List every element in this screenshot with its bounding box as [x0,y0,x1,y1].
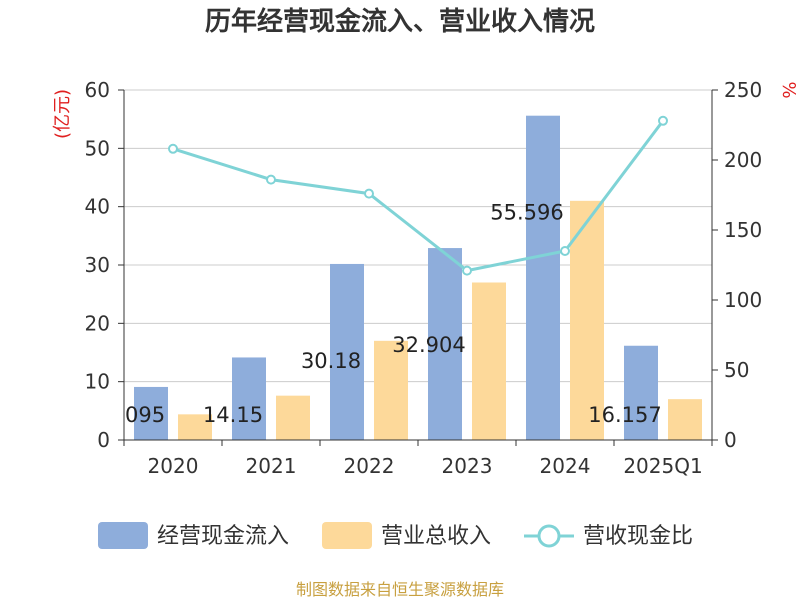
x-tick-label: 2022 [344,454,395,478]
data-label: 9.095 [105,403,165,427]
left-tick-label: 50 [85,136,110,160]
data-label: 55.596 [490,201,563,225]
bar[interactable] [374,340,408,440]
legend-swatch-cash-inflow [98,522,148,549]
bar[interactable] [134,386,168,440]
ticks-layer: 0 10 20 30 40 50 60 0 50 100 150 200 250 2020 2021 2022… [85,78,763,478]
bar[interactable] [526,115,560,440]
data-label: 14.15 [203,403,263,427]
right-axis-unit: % [778,81,799,98]
left-axis-unit: (亿元) [52,89,73,139]
x-tick-label: 2024 [540,454,591,478]
legend-swatch-revenue [322,522,372,549]
line-point[interactable] [266,174,276,185]
right-tick-label: 250 [724,78,762,102]
bar[interactable] [276,395,310,440]
left-tick-label: 20 [85,311,110,335]
data-label: 32.904 [392,333,465,357]
right-tick-label: 200 [724,148,762,172]
bar[interactable] [428,248,462,440]
grid-lines [124,89,712,383]
data-labels-layer: 9.095 14.15 30.18 32.904 55.596 16.157 [105,201,662,427]
line-point[interactable] [658,115,668,126]
bar[interactable] [570,200,604,440]
right-tick-label: 50 [724,358,749,382]
line-point[interactable] [560,246,570,256]
legend-item-revenue[interactable]: 营业总收入 [322,522,491,549]
bar[interactable] [624,345,658,440]
x-tick-label: 2025Q1 [623,454,702,478]
bar[interactable] [232,357,266,440]
axes-layer [118,89,718,446]
left-tick-label: 40 [85,195,110,219]
left-tick-label: 0 [97,428,110,452]
x-tick-label: 2020 [148,454,199,478]
x-tick-label: 2023 [442,454,493,478]
line-point[interactable] [364,188,374,199]
source-note: 制图数据来自恒生聚源数据库 [296,580,504,599]
legend-item-cash-ratio[interactable]: 营收现金比 [524,524,693,549]
bar[interactable] [472,282,506,441]
left-tick-label: 10 [85,370,110,394]
legend-label-cash-ratio: 营收现金比 [583,524,693,549]
right-tick-label: 150 [724,218,762,242]
legend-label-revenue: 营业总收入 [381,524,491,549]
bar[interactable] [178,414,212,440]
legend: 经营现金流入 营业总收入 营收现金比 [98,522,693,549]
data-label: 16.157 [588,403,661,427]
series-line [172,119,665,273]
line-point[interactable] [168,143,178,154]
right-tick-label: 100 [724,288,762,312]
line-point[interactable] [462,265,472,276]
legend-item-cash-inflow[interactable]: 经营现金流入 [98,522,289,549]
legend-swatch-cash-ratio-marker [537,524,561,548]
bars-layer [134,115,702,441]
right-tick-label: 0 [724,428,737,452]
left-tick-label: 30 [85,253,110,277]
line-layer [168,115,668,276]
left-tick-label: 60 [85,78,110,102]
bar[interactable] [330,263,364,440]
chart-title: 历年经营现金流入、营业收入情况 [205,6,595,37]
bar[interactable] [668,399,702,440]
legend-label-cash-inflow: 经营现金流入 [157,524,289,549]
data-label: 30.18 [301,349,361,373]
x-tick-label: 2021 [246,454,297,478]
